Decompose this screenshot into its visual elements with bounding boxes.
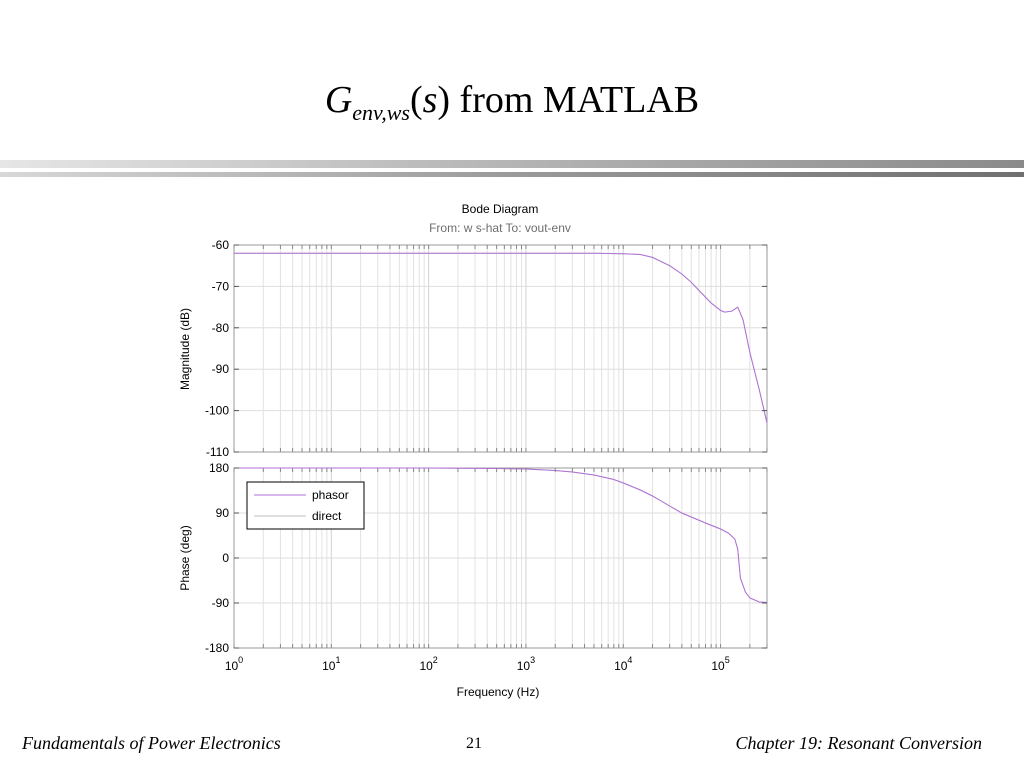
chart-subtitle: From: w s-hat To: vout-env xyxy=(429,221,571,235)
x-tick-label: 100 xyxy=(225,655,243,673)
series-line-magnitude-phasor xyxy=(234,252,768,424)
x-tick-label: 104 xyxy=(614,655,632,673)
title-s: s xyxy=(422,79,438,121)
y-tick-label: -80 xyxy=(212,321,230,335)
y-tick-label: -100 xyxy=(205,404,229,418)
x-tick-base: 10 xyxy=(614,659,628,673)
legend-box xyxy=(246,481,365,530)
y-tick-label: 0 xyxy=(222,551,229,565)
legend-label-direct: direct xyxy=(312,509,342,523)
x-tick-base: 10 xyxy=(322,659,336,673)
y-tick-label: -60 xyxy=(212,238,230,252)
footer-page-number: 21 xyxy=(466,735,482,752)
x-tick-exponent: 0 xyxy=(238,655,243,665)
y-axis-label-magnitude: Magnitude (dB) xyxy=(178,308,192,390)
y-tick-label: -90 xyxy=(212,362,230,376)
x-tick-exponent: 4 xyxy=(627,655,632,665)
x-tick-base: 10 xyxy=(711,659,725,673)
y-axis-label-phase: Phase (deg) xyxy=(178,525,192,590)
x-tick-label: 102 xyxy=(419,655,437,673)
x-tick-label: 105 xyxy=(711,655,729,673)
header-rule-bottom xyxy=(0,172,1024,177)
footer-chapter: Chapter 19: Resonant Conversion xyxy=(735,733,982,753)
y-tick-label: 90 xyxy=(216,506,230,520)
chart-frames xyxy=(233,244,768,649)
header-rule-top xyxy=(0,160,1024,168)
chart-series xyxy=(234,252,768,603)
y-tick-label: -90 xyxy=(212,596,230,610)
title-subscript: env,ws xyxy=(352,100,410,125)
legend-label-phasor: phasor xyxy=(312,488,349,502)
chart-title: Bode Diagram xyxy=(462,202,539,216)
y-tick-label: -110 xyxy=(206,445,229,459)
footer-course: Fundamentals of Power Electronics xyxy=(22,733,281,753)
title-g: G xyxy=(324,79,353,121)
y-tick-label: -180 xyxy=(205,641,229,655)
x-tick-exponent: 1 xyxy=(335,655,340,665)
chart-grid xyxy=(233,244,768,649)
y-tick-label: 180 xyxy=(209,461,229,475)
x-tick-exponent: 2 xyxy=(433,655,438,665)
x-axis-label: Frequency (Hz) xyxy=(457,685,540,699)
x-tick-label: 101 xyxy=(322,655,340,673)
legend: phasor direct xyxy=(246,481,365,530)
x-tick-exponent: 5 xyxy=(725,655,730,665)
title-rest: ) from MATLAB xyxy=(437,79,700,121)
axes-frame xyxy=(233,244,768,453)
slide-title: Genv,ws(s) from MATLAB xyxy=(0,78,1024,126)
y-tick-label: -70 xyxy=(212,279,230,293)
x-tick-base: 10 xyxy=(517,659,531,673)
x-tick-label: 103 xyxy=(517,655,535,673)
title-paren-open: ( xyxy=(409,79,423,121)
x-tick-exponent: 3 xyxy=(530,655,535,665)
x-tick-base: 10 xyxy=(225,659,239,673)
x-tick-base: 10 xyxy=(419,659,433,673)
